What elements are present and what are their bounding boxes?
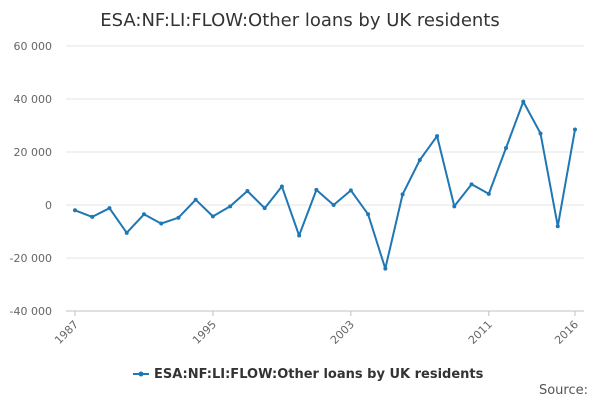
data-point[interactable] [366,212,371,217]
data-point[interactable] [417,157,422,162]
data-point[interactable] [573,127,577,132]
x-axis: 1987 1995 2003 2011 2016 [52,310,584,347]
y-tick-label: -20 000 [10,252,52,265]
series-layer [73,99,577,271]
data-point[interactable] [452,204,457,209]
x-tick-label: 2003 [328,318,357,347]
data-point[interactable] [504,146,509,151]
data-point[interactable] [486,191,491,196]
chart-title: ESA:NF:LI:FLOW:Other loans by UK residen… [100,10,499,31]
data-point[interactable] [210,214,215,219]
grid-lines [66,45,584,312]
x-tick-label: 2016 [552,318,581,347]
legend-dot-marker [138,371,144,377]
y-tick-label: 0 [45,199,52,212]
data-point[interactable] [176,215,181,220]
data-point[interactable] [193,197,198,202]
data-point[interactable] [331,203,336,207]
data-point[interactable] [435,134,440,139]
y-tick-label: 40 000 [14,93,53,106]
data-point[interactable] [279,184,284,189]
data-point[interactable] [348,188,353,193]
data-point[interactable] [245,188,250,193]
data-point[interactable] [73,208,77,213]
series-line [74,100,576,270]
data-point[interactable] [383,266,388,271]
data-point[interactable] [159,221,164,226]
data-point[interactable] [228,204,233,209]
data-point[interactable] [141,212,146,217]
data-point[interactable] [90,214,95,219]
source-label: Source: [539,383,588,398]
data-point[interactable] [107,206,112,211]
legend-label: ESA:NF:LI:FLOW:Other loans by UK residen… [154,367,484,382]
y-tick-label: 60 000 [14,40,53,53]
legend[interactable]: ESA:NF:LI:FLOW:Other loans by UK residen… [133,367,484,382]
data-point[interactable] [262,206,267,211]
y-tick-label: 20 000 [14,146,53,159]
y-tick-label: -40 000 [10,305,52,318]
data-point[interactable] [124,230,129,235]
x-tick-label: 2011 [466,318,495,347]
data-point[interactable] [555,224,560,229]
data-point[interactable] [521,99,526,104]
y-axis-ticks: -40 000 -20 000 0 20 000 40 000 60 000 [10,40,52,318]
x-tick-label: 1987 [52,318,81,347]
data-point[interactable] [314,187,319,192]
x-tick-label: 1995 [190,318,219,347]
data-point[interactable] [538,131,543,136]
data-point[interactable] [400,192,405,197]
data-point[interactable] [297,233,302,238]
data-point[interactable] [469,182,474,187]
